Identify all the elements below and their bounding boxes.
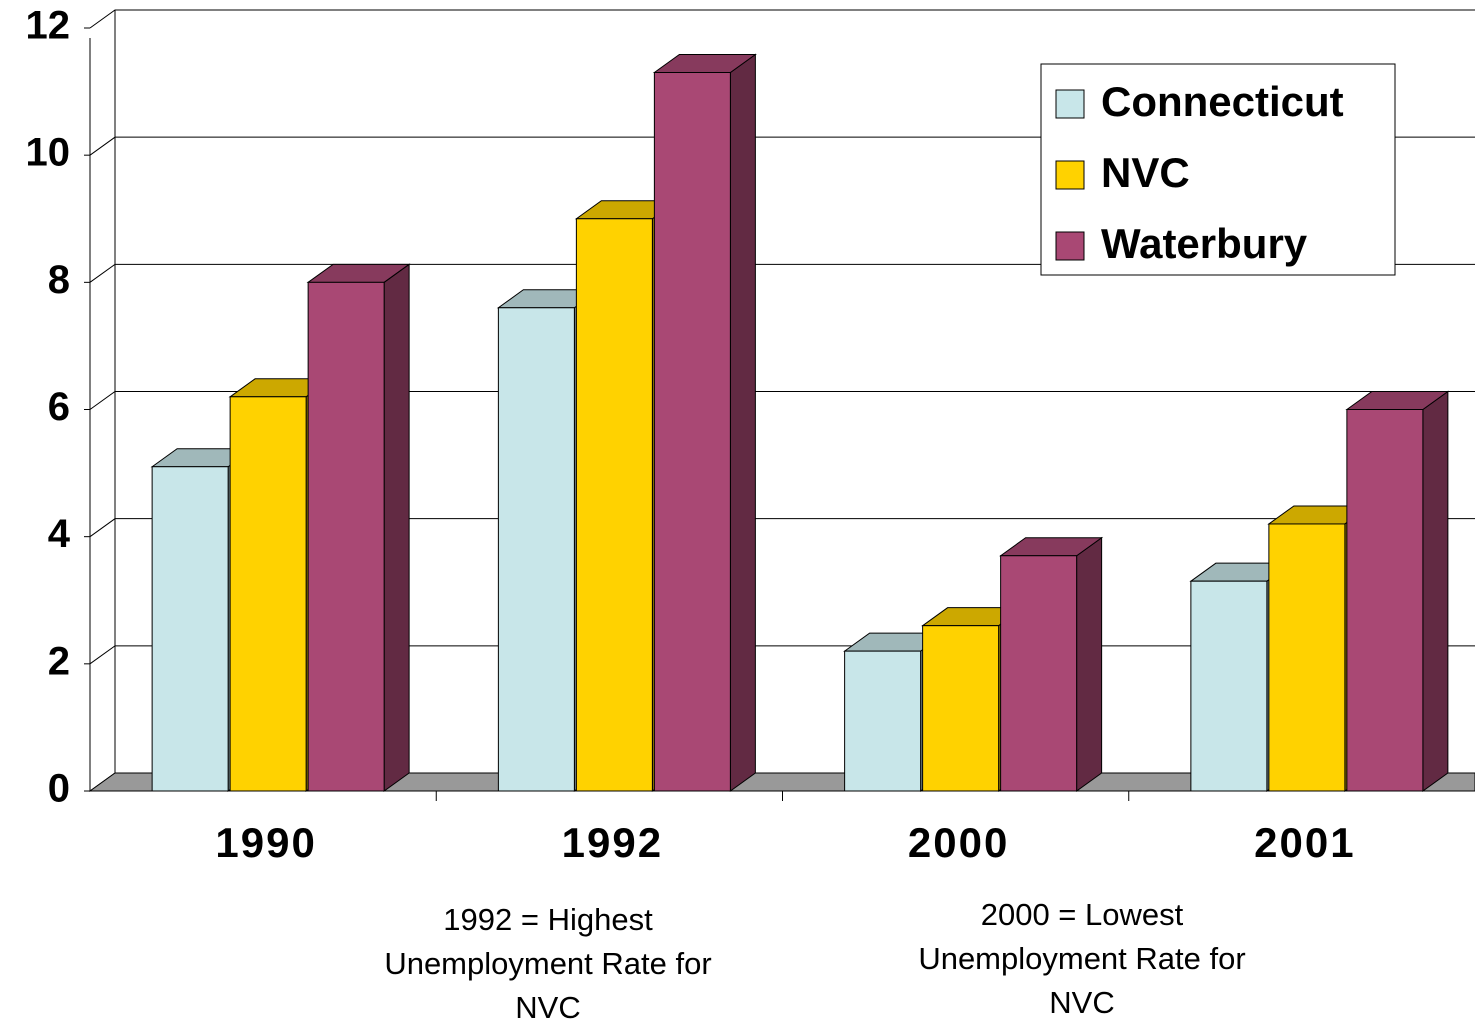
bar-front bbox=[1346, 409, 1424, 792]
bar-front bbox=[1000, 555, 1078, 792]
bar-side bbox=[1422, 390, 1449, 792]
left-wall bbox=[89, 38, 116, 792]
grid-line bbox=[89, 136, 1475, 156]
bar-front bbox=[844, 650, 922, 792]
y-tick-label: 10 bbox=[26, 131, 71, 175]
annotation: Unemployment Rate for bbox=[918, 941, 1245, 976]
y-tick-label: 2 bbox=[48, 639, 70, 683]
grid-line bbox=[89, 263, 1475, 283]
annotation: 2000 = Lowest bbox=[981, 897, 1184, 932]
bar-front bbox=[922, 625, 1000, 792]
y-tick-label: 8 bbox=[48, 258, 70, 302]
annotation: NVC bbox=[1049, 985, 1114, 1020]
legend-box bbox=[1040, 63, 1396, 276]
legend-swatch bbox=[1055, 231, 1085, 261]
legend-label: Connecticut bbox=[1101, 78, 1344, 125]
legend-swatch bbox=[1055, 89, 1085, 119]
grid-line bbox=[89, 518, 1475, 538]
bar-front bbox=[307, 281, 385, 792]
grid-line bbox=[89, 9, 1475, 29]
bar-front bbox=[1268, 523, 1346, 792]
legend-label: Waterbury bbox=[1101, 220, 1308, 267]
y-tick-label: 12 bbox=[26, 4, 71, 48]
bar bbox=[652, 53, 757, 792]
bar bbox=[999, 536, 1104, 792]
bar bbox=[1345, 390, 1450, 792]
bar-side bbox=[383, 263, 410, 792]
legend: Connecticut NVC Waterbury bbox=[1040, 63, 1396, 276]
bar-front bbox=[653, 72, 731, 792]
bar bbox=[306, 263, 411, 792]
annotation: NVC bbox=[515, 990, 580, 1024]
y-tick-label: 6 bbox=[48, 385, 70, 429]
legend-swatch bbox=[1055, 160, 1085, 190]
bar-side bbox=[729, 53, 756, 792]
x-tick-label: 1990 bbox=[215, 819, 316, 866]
annotation: 1992 = Highest bbox=[443, 902, 653, 937]
bar-front bbox=[575, 218, 653, 792]
bar-front bbox=[1190, 580, 1268, 792]
bar-side bbox=[1076, 536, 1103, 792]
grid-line bbox=[89, 391, 1475, 410]
bar-front bbox=[151, 466, 229, 792]
y-tick-label: 0 bbox=[48, 767, 70, 811]
legend-label: NVC bbox=[1101, 149, 1190, 196]
x-tick-label: 2000 bbox=[908, 819, 1009, 866]
bar-front bbox=[497, 307, 575, 792]
bar-front bbox=[229, 396, 307, 792]
y-tick-label: 4 bbox=[48, 512, 71, 556]
x-tick-label: 1992 bbox=[562, 819, 663, 866]
x-tick-label: 2001 bbox=[1254, 819, 1355, 866]
annotation: Unemployment Rate for bbox=[384, 946, 711, 981]
